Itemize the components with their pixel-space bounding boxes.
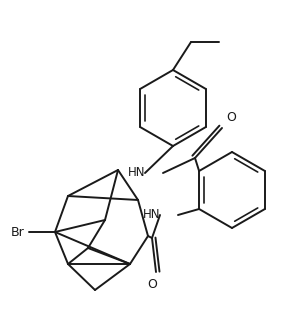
Text: HN: HN	[143, 209, 160, 222]
Text: Br: Br	[11, 225, 25, 238]
Text: HN: HN	[128, 166, 145, 179]
Text: O: O	[147, 278, 157, 291]
Text: O: O	[226, 111, 236, 124]
